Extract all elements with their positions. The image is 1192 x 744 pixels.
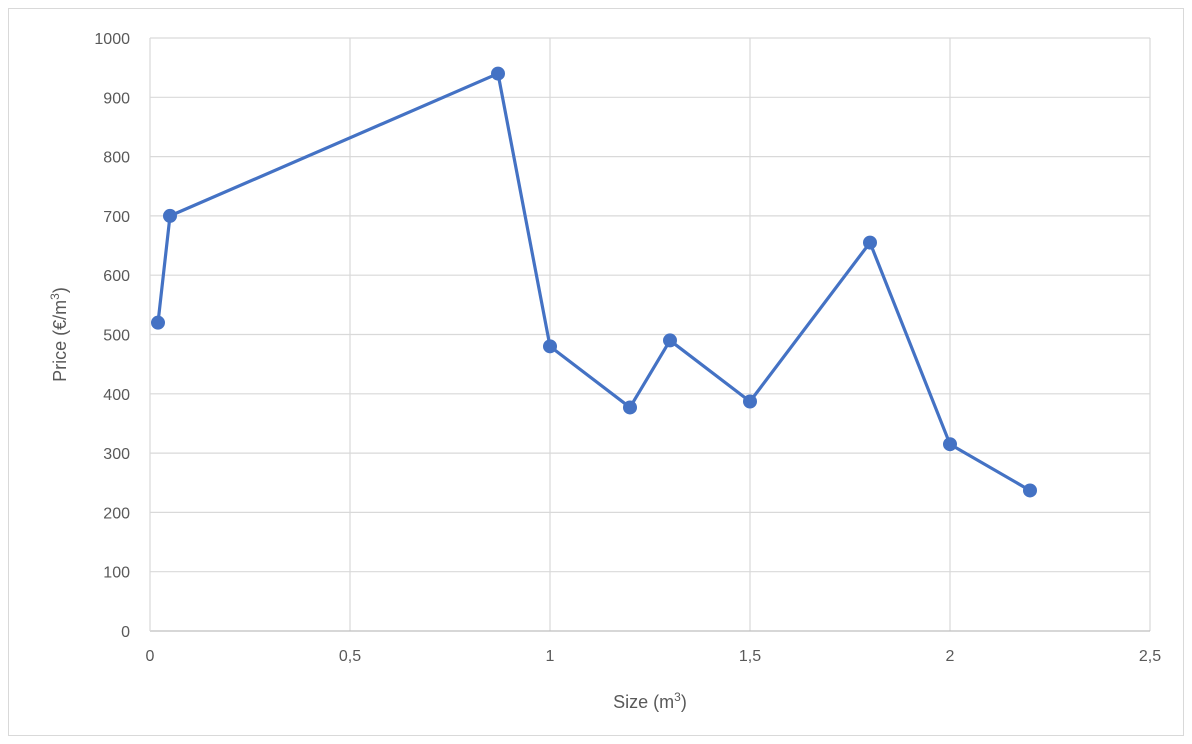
tick-labels: 0 100 200 300 400 500 600 700 800 900 1000 0 0,5 1 1,5… xyxy=(94,31,1161,665)
y-tick-label: 500 xyxy=(103,328,130,345)
y-tick-label: 900 xyxy=(103,90,130,107)
grid-lines xyxy=(150,37,1151,631)
y-tick-label: 1000 xyxy=(94,31,130,48)
data-point xyxy=(491,66,505,81)
data-series xyxy=(151,66,1037,498)
data-point xyxy=(663,333,677,348)
x-tick-label: 1,5 xyxy=(739,648,761,665)
data-point xyxy=(623,400,637,415)
y-tick-label: 200 xyxy=(103,505,130,522)
data-point xyxy=(863,235,877,250)
data-point xyxy=(543,339,557,354)
x-tick-label: 1 xyxy=(546,648,555,665)
y-tick-label: 100 xyxy=(103,565,130,582)
data-point xyxy=(743,394,757,409)
y-tick-label: 800 xyxy=(103,150,130,167)
data-point xyxy=(1023,483,1037,498)
x-axis-title: Size (m3) xyxy=(613,690,687,712)
x-tick-label: 2 xyxy=(946,648,955,665)
x-tick-label: 0 xyxy=(146,648,155,665)
data-point xyxy=(163,208,177,223)
y-tick-label: 700 xyxy=(103,209,130,226)
x-tick-label: 0,5 xyxy=(339,648,361,665)
axes xyxy=(149,38,1150,632)
y-tick-label: 300 xyxy=(103,446,130,463)
chart-frame xyxy=(8,8,1184,736)
y-tick-label: 600 xyxy=(103,268,130,285)
y-tick-label: 0 xyxy=(121,624,130,641)
series-line xyxy=(156,71,1032,493)
y-tick-label: 400 xyxy=(103,387,130,404)
x-tick-label: 2,5 xyxy=(1139,648,1161,665)
data-point xyxy=(943,437,957,452)
data-point xyxy=(151,315,165,330)
y-axis-title: Price (€/m3) xyxy=(48,287,70,382)
